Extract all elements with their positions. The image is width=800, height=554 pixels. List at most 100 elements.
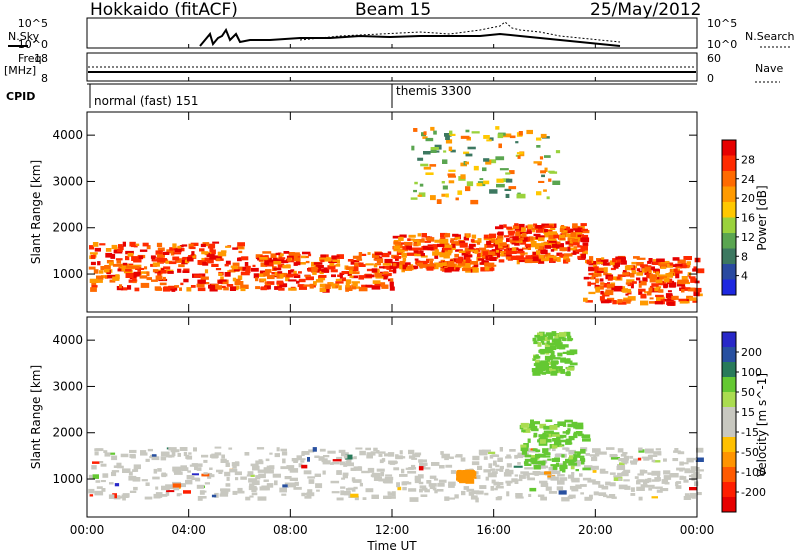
power-echo-cell bbox=[151, 279, 158, 282]
nave-tick-bottom: 0 bbox=[707, 72, 714, 85]
velocity-echo-cell bbox=[503, 472, 512, 477]
velocity-echo-cell bbox=[651, 479, 660, 482]
velocity-echo-cell bbox=[114, 483, 120, 487]
colorbar-segment bbox=[722, 467, 736, 483]
velocity-echo-cell bbox=[211, 494, 217, 498]
power-echo-cell bbox=[440, 232, 448, 237]
power-echo-cell bbox=[636, 268, 641, 272]
power-echo-cell bbox=[677, 259, 686, 264]
power-echo-cell bbox=[132, 280, 137, 284]
velocity-echo-cell bbox=[559, 434, 567, 438]
power-echo-cell bbox=[365, 274, 375, 278]
velocity-echo-cell bbox=[669, 474, 677, 478]
velocity-echo-cell bbox=[231, 462, 240, 467]
nsky-panel: N.Sky 10^5 10^0 10^5 10^0 N.Search bbox=[8, 17, 795, 51]
nsky-trace bbox=[199, 27, 621, 47]
power-echo-cell bbox=[631, 267, 636, 271]
power-echo-cell bbox=[94, 247, 101, 252]
power-echo-cell bbox=[612, 258, 617, 263]
velocity-echo-cell bbox=[370, 474, 380, 477]
power-echo-cell bbox=[371, 268, 378, 273]
velocity-echo-cell bbox=[94, 451, 99, 456]
power-echo-cell bbox=[288, 252, 295, 257]
velocity-echo-cell bbox=[282, 458, 286, 464]
power-echo-cell bbox=[685, 299, 689, 302]
power-echo-cell bbox=[652, 261, 662, 265]
power-echo-cell bbox=[416, 253, 425, 257]
velocity-echo-cell bbox=[446, 497, 455, 500]
power-heatmap-panel bbox=[86, 111, 705, 313]
power-echo-cell bbox=[209, 287, 218, 292]
power-echo-cell bbox=[133, 271, 141, 277]
velocity-echo-cell bbox=[303, 470, 312, 475]
power-echo-cell bbox=[430, 126, 435, 131]
power-echo-cell bbox=[526, 129, 533, 135]
power-echo-cell bbox=[615, 256, 623, 260]
power-echo-cell bbox=[373, 258, 380, 261]
power-echo-cell bbox=[678, 298, 687, 302]
velocity-echo-cell bbox=[637, 457, 642, 461]
power-echo-cell bbox=[320, 259, 325, 263]
velocity-echo-cell bbox=[646, 484, 655, 488]
power-echo-cell bbox=[640, 300, 649, 306]
power-echo-cell bbox=[251, 267, 259, 272]
power-echo-cell bbox=[527, 247, 531, 250]
velocity-echo-cell bbox=[617, 448, 624, 453]
power-echo-cell bbox=[447, 260, 455, 265]
power-echo-cell bbox=[638, 280, 642, 284]
power-echo-cell bbox=[530, 245, 537, 248]
power-echo-cell bbox=[90, 254, 96, 259]
power-echo-cell bbox=[327, 265, 336, 270]
velocity-echo-cell bbox=[484, 492, 489, 496]
power-echo-cell bbox=[614, 262, 620, 267]
velocity-echo-cell bbox=[524, 463, 532, 466]
velocity-echo-cell bbox=[540, 340, 545, 344]
velocity-echo-cell bbox=[479, 485, 487, 489]
power-echo-cell bbox=[560, 237, 566, 240]
y-tick-label: 2000 bbox=[52, 426, 83, 440]
colorbar-label: -50 bbox=[741, 446, 759, 459]
power-echo-cell bbox=[419, 250, 424, 254]
power-echo-cell bbox=[105, 252, 113, 258]
velocity-ylabel: Slant Range [km] bbox=[29, 365, 43, 469]
velocity-echo-cell bbox=[580, 492, 584, 495]
velocity-echo-cell bbox=[638, 449, 645, 453]
power-echo-cell bbox=[515, 231, 522, 237]
colorbar-label: 24 bbox=[741, 173, 755, 186]
power-echo-cell bbox=[352, 255, 362, 259]
power-echo-cell bbox=[347, 259, 354, 262]
velocity-echo-cell bbox=[170, 449, 180, 453]
power-echo-cell bbox=[351, 271, 360, 275]
velocity-echo-cell bbox=[548, 491, 558, 494]
power-echo-cell bbox=[687, 288, 694, 292]
velocity-echo-cell bbox=[582, 467, 591, 471]
power-echo-cell bbox=[568, 244, 574, 247]
velocity-echo-cell bbox=[101, 488, 106, 492]
velocity-echo-cell bbox=[390, 461, 398, 464]
power-echo-cell bbox=[125, 268, 132, 272]
power-echo-cell bbox=[426, 237, 435, 242]
power-echo-cell bbox=[509, 239, 517, 243]
velocity-echo-cell bbox=[686, 457, 694, 463]
power-echo-cell bbox=[329, 263, 335, 267]
velocity-echo-cell bbox=[610, 457, 620, 460]
velocity-echo-cell bbox=[653, 460, 661, 463]
velocity-echo-cell bbox=[544, 355, 553, 361]
power-echo-cell bbox=[419, 262, 423, 268]
velocity-echo-cell bbox=[543, 452, 551, 455]
power-echo-cell bbox=[660, 266, 667, 269]
velocity-echo-cell bbox=[630, 493, 636, 496]
power-echo-cell bbox=[476, 182, 483, 187]
power-echo-cell bbox=[502, 133, 512, 138]
power-echo-cell bbox=[546, 196, 550, 200]
power-echo-cell bbox=[470, 239, 475, 243]
power-echo-cell bbox=[512, 225, 520, 230]
velocity-echo-cell bbox=[347, 459, 352, 463]
velocity-echo-cell bbox=[638, 496, 643, 501]
power-echo-cell bbox=[280, 253, 284, 257]
velocity-echo-cell bbox=[554, 441, 562, 446]
power-echo-cell bbox=[656, 258, 665, 263]
power-echo-cell bbox=[497, 133, 504, 139]
power-echo-cell bbox=[487, 251, 497, 256]
velocity-echo-cell bbox=[470, 495, 478, 500]
